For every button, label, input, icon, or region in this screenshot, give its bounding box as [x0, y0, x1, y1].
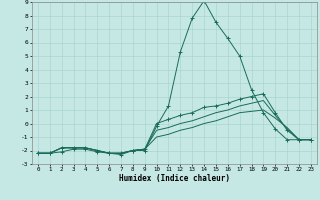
- X-axis label: Humidex (Indice chaleur): Humidex (Indice chaleur): [119, 174, 230, 183]
